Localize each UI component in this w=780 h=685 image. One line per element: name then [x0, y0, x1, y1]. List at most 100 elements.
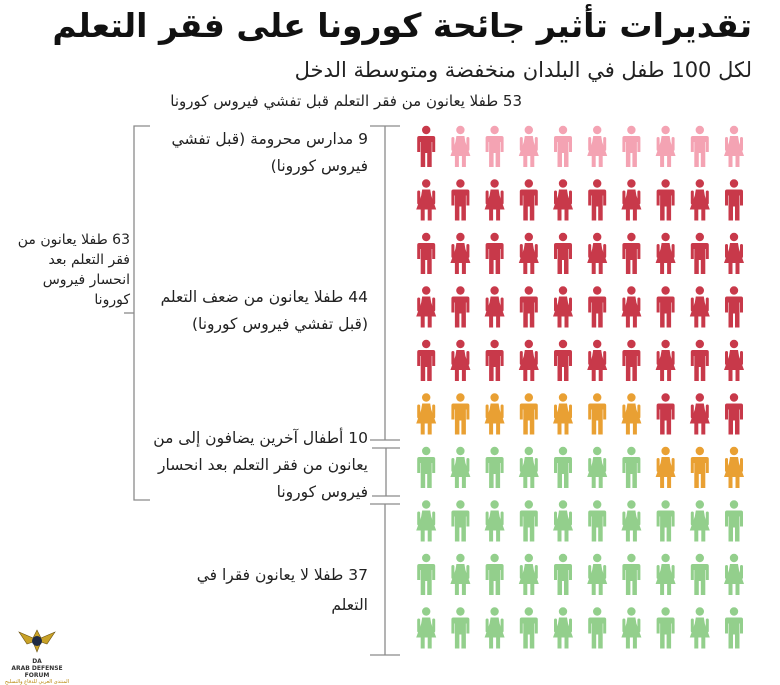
- girl-icon: [655, 446, 676, 488]
- girl-icon: [553, 500, 573, 542]
- boy-icon: [519, 286, 538, 328]
- girl-icon: [689, 286, 710, 328]
- girl-icon: [450, 339, 471, 381]
- boy-icon: [554, 446, 572, 488]
- girl-icon: [587, 339, 608, 381]
- boy-icon: [485, 232, 504, 274]
- boy-icon: [622, 446, 641, 488]
- boy-icon: [417, 553, 436, 595]
- girl-icon: [553, 607, 573, 649]
- girl-icon: [484, 286, 505, 328]
- boy-icon: [656, 500, 675, 542]
- label-weak-learning: 44 طفلا يعانون من ضعف التعلم (قبل تفشي ف…: [160, 288, 368, 333]
- label-not-poor: 37 طفلا لا يعانون فقرا في التعلم: [196, 566, 368, 614]
- boy-icon: [588, 393, 607, 435]
- girl-icon: [416, 607, 437, 649]
- boy-icon: [451, 179, 470, 221]
- boy-icon: [417, 125, 436, 167]
- girl-icon: [689, 393, 710, 435]
- girl-icon: [484, 607, 505, 649]
- girl-icon: [553, 286, 573, 328]
- girl-icon: [553, 393, 573, 435]
- boy-icon: [725, 393, 743, 435]
- boy-icon: [725, 500, 743, 542]
- girl-icon: [484, 500, 505, 542]
- boy-icon: [417, 339, 436, 381]
- boy-icon: [656, 286, 675, 328]
- boy-icon: [417, 232, 436, 274]
- girl-icon: [621, 179, 642, 221]
- note-before-covid: 53 طفلا يعانون من فقر التعلم قبل تفشي في…: [170, 92, 522, 110]
- boy-icon: [588, 286, 607, 328]
- girl-icon: [689, 500, 710, 542]
- boy-icon: [725, 179, 743, 221]
- girl-icon: [518, 125, 539, 167]
- forum-logo: DA ARAB DEFENSE FORUM المنتدى العربي للد…: [4, 626, 70, 685]
- boy-icon: [690, 125, 709, 167]
- boy-icon: [622, 232, 641, 274]
- girl-icon: [587, 446, 608, 488]
- girl-icon: [621, 286, 642, 328]
- boy-icon: [725, 607, 743, 649]
- girl-icon: [450, 232, 471, 274]
- girl-icon: [518, 553, 539, 595]
- girl-icon: [621, 607, 642, 649]
- girl-icon: [655, 125, 676, 167]
- boy-icon: [519, 179, 538, 221]
- boy-icon: [554, 232, 572, 274]
- boy-icon: [656, 179, 675, 221]
- eagle-logo-icon: [18, 629, 56, 653]
- boy-icon: [451, 393, 470, 435]
- boy-icon: [554, 125, 572, 167]
- boy-icon: [690, 232, 709, 274]
- boy-icon: [690, 553, 709, 595]
- boy-icon: [417, 446, 436, 488]
- girl-icon: [689, 179, 710, 221]
- girl-icon: [724, 125, 744, 167]
- boy-icon: [622, 339, 641, 381]
- girl-icon: [450, 125, 471, 167]
- girl-icon: [724, 339, 744, 381]
- boy-icon: [485, 125, 504, 167]
- label-additional: 10 أطفال آخرين يضافون إلى من يعانون من ف…: [153, 429, 368, 501]
- boy-icon: [690, 446, 709, 488]
- boy-icon: [554, 553, 572, 595]
- boy-icon: [451, 286, 470, 328]
- girl-icon: [724, 553, 744, 595]
- boy-icon: [622, 553, 641, 595]
- girl-icon: [484, 179, 505, 221]
- boy-icon: [451, 500, 470, 542]
- logo-tagline: المنتدى العربي للدفاع والتسليح: [4, 679, 70, 685]
- girl-icon: [621, 500, 642, 542]
- girl-icon: [484, 393, 505, 435]
- boy-icon: [622, 125, 641, 167]
- boy-icon: [588, 607, 607, 649]
- girl-icon: [450, 553, 471, 595]
- boy-icon: [725, 286, 743, 328]
- label-schools-closed: 9 مدارس محرومة (قبل تفشي فيروس كورونا): [171, 130, 368, 175]
- boy-icon: [485, 339, 504, 381]
- girl-icon: [621, 393, 642, 435]
- boy-icon: [519, 607, 538, 649]
- girl-icon: [518, 446, 539, 488]
- girl-icon: [655, 232, 676, 274]
- pictogram-grid: [416, 125, 744, 649]
- girl-icon: [416, 393, 437, 435]
- girl-icon: [518, 339, 539, 381]
- boy-icon: [451, 607, 470, 649]
- girl-icon: [518, 232, 539, 274]
- boy-icon: [519, 393, 538, 435]
- boy-icon: [485, 446, 504, 488]
- girl-icon: [655, 553, 676, 595]
- girl-icon: [724, 446, 744, 488]
- girl-icon: [416, 500, 437, 542]
- girl-icon: [587, 553, 608, 595]
- boy-icon: [588, 500, 607, 542]
- girl-icon: [587, 232, 608, 274]
- girl-icon: [689, 607, 710, 649]
- boy-icon: [519, 500, 538, 542]
- girl-icon: [724, 232, 744, 274]
- boy-icon: [656, 393, 675, 435]
- page-subtitle: لكل 100 طفل في البلدان منخفضة ومتوسطة ال…: [294, 58, 752, 82]
